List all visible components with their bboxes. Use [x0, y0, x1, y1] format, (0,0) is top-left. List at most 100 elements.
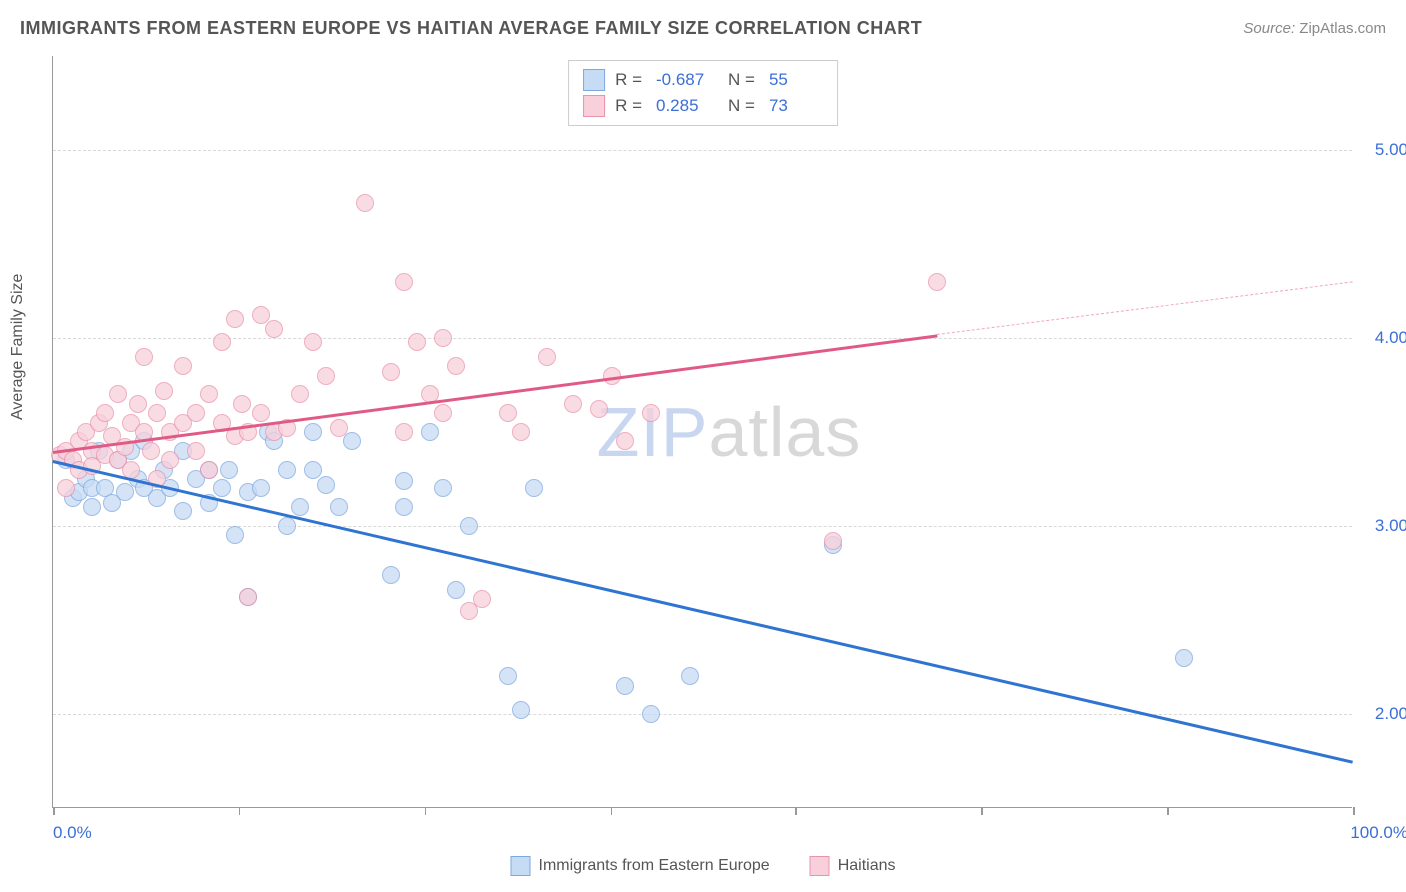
data-point: [395, 273, 413, 291]
n-label: N =: [728, 70, 755, 90]
n-value: 55: [769, 70, 823, 90]
r-label: R =: [615, 70, 642, 90]
legend-item: Immigrants from Eastern Europe: [510, 856, 769, 876]
data-point: [304, 423, 322, 441]
data-point: [129, 395, 147, 413]
watermark: ZIPatlas: [597, 392, 862, 472]
data-point: [447, 581, 465, 599]
data-point: [155, 382, 173, 400]
legend-swatch: [583, 95, 605, 117]
data-point: [291, 385, 309, 403]
data-point: [512, 701, 530, 719]
n-value: 73: [769, 96, 823, 116]
r-label: R =: [615, 96, 642, 116]
data-point: [291, 498, 309, 516]
data-point: [226, 310, 244, 328]
data-point: [473, 590, 491, 608]
data-point: [330, 419, 348, 437]
legend-label: Haitians: [838, 857, 896, 875]
gridline: [53, 526, 1352, 527]
x-tick-mark: [1167, 807, 1169, 815]
data-point: [83, 498, 101, 516]
data-point: [395, 498, 413, 516]
data-point: [343, 432, 361, 450]
data-point: [135, 348, 153, 366]
legend-label: Immigrants from Eastern Europe: [538, 857, 769, 875]
data-point: [356, 194, 374, 212]
data-point: [512, 423, 530, 441]
legend-swatch: [510, 856, 530, 876]
data-point: [239, 588, 257, 606]
data-point: [200, 385, 218, 403]
data-point: [395, 423, 413, 441]
data-point: [252, 479, 270, 497]
data-point: [408, 333, 426, 351]
data-point: [187, 404, 205, 422]
r-value: 0.285: [656, 96, 710, 116]
data-point: [421, 423, 439, 441]
x-tick-mark: [795, 807, 797, 815]
legend-item: Haitians: [810, 856, 896, 876]
data-point: [434, 329, 452, 347]
data-point: [460, 517, 478, 535]
x-axis-max-label: 100.0%: [1350, 823, 1406, 843]
data-point: [642, 404, 660, 422]
gridline: [53, 150, 1352, 151]
data-point: [304, 333, 322, 351]
data-point: [317, 367, 335, 385]
x-tick-mark: [981, 807, 983, 815]
data-point: [382, 566, 400, 584]
legend-swatch: [583, 69, 605, 91]
data-point: [317, 476, 335, 494]
scatter-chart: ZIPatlas 2.003.004.005.000.0%100.0%: [52, 56, 1352, 808]
data-point: [278, 461, 296, 479]
data-point: [57, 479, 75, 497]
data-point: [142, 442, 160, 460]
data-point: [499, 404, 517, 422]
data-point: [213, 333, 231, 351]
data-point: [278, 517, 296, 535]
data-point: [447, 357, 465, 375]
data-point: [109, 385, 127, 403]
data-point: [434, 404, 452, 422]
data-point: [174, 357, 192, 375]
data-point: [226, 526, 244, 544]
series-legend: Immigrants from Eastern Europe Haitians: [510, 856, 895, 876]
gridline: [53, 338, 1352, 339]
legend-row: R =-0.687N =55: [583, 67, 823, 93]
data-point: [161, 451, 179, 469]
x-tick-mark: [425, 807, 427, 815]
x-axis-min-label: 0.0%: [53, 823, 92, 843]
data-point: [148, 404, 166, 422]
data-point: [174, 502, 192, 520]
source-attribution: Source: ZipAtlas.com: [1243, 20, 1386, 37]
data-point: [642, 705, 660, 723]
data-point: [590, 400, 608, 418]
x-tick-mark: [1353, 807, 1355, 815]
data-point: [304, 461, 322, 479]
data-point: [265, 320, 283, 338]
n-label: N =: [728, 96, 755, 116]
y-tick-label: 4.00: [1375, 328, 1406, 348]
data-point: [499, 667, 517, 685]
y-tick-label: 3.00: [1375, 516, 1406, 536]
data-point: [525, 479, 543, 497]
data-point: [434, 479, 452, 497]
data-point: [681, 667, 699, 685]
source-label: Source:: [1243, 20, 1295, 37]
chart-header: IMMIGRANTS FROM EASTERN EUROPE VS HAITIA…: [20, 18, 1386, 39]
data-point: [220, 461, 238, 479]
x-tick-mark: [53, 807, 55, 815]
watermark-part-b: atlas: [708, 393, 861, 471]
data-point: [96, 404, 114, 422]
correlation-legend: R =-0.687N =55R =0.285N =73: [568, 60, 838, 126]
trend-line: [53, 460, 1354, 763]
trend-line: [53, 334, 937, 453]
data-point: [538, 348, 556, 366]
data-point: [187, 442, 205, 460]
y-tick-label: 2.00: [1375, 704, 1406, 724]
data-point: [928, 273, 946, 291]
data-point: [200, 461, 218, 479]
data-point: [252, 404, 270, 422]
x-tick-mark: [611, 807, 613, 815]
